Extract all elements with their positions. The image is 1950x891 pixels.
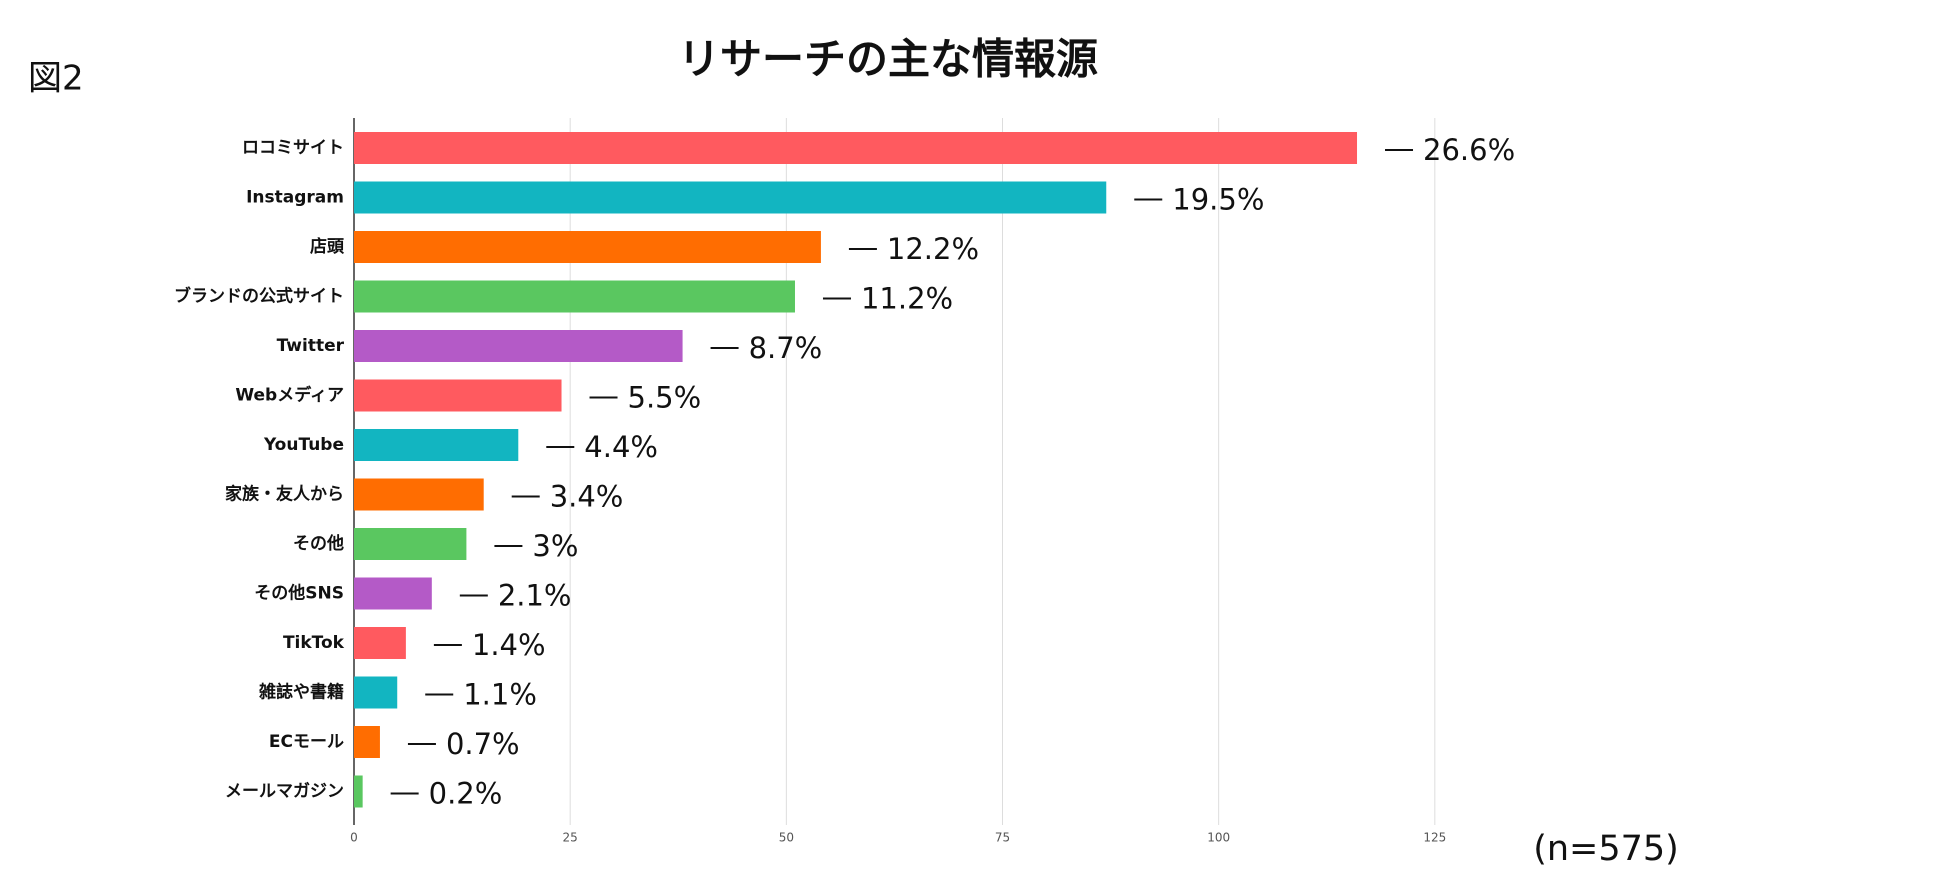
category-label: Instagram	[246, 188, 344, 208]
category-label: 家族・友人から	[225, 484, 344, 505]
category-label: Twitter	[277, 336, 345, 356]
bar	[354, 676, 398, 709]
category-label: TikTok	[283, 633, 345, 653]
bar	[354, 330, 683, 362]
percent-label: 4.4%	[584, 430, 658, 464]
category-label: メールマガジン	[225, 782, 344, 802]
bar	[354, 280, 795, 313]
category-label: その他SNS	[254, 583, 344, 604]
bar	[354, 429, 519, 461]
percent-label: 12.2%	[887, 232, 979, 266]
chart-title: リサーチの主な情報源	[678, 35, 1098, 84]
x-tick-label: 100	[1207, 831, 1230, 845]
percent-label: 19.5%	[1172, 183, 1264, 217]
bar	[354, 577, 432, 610]
category-label: ロコミサイト	[242, 138, 344, 158]
bar	[354, 231, 821, 263]
percent-label: 8.7%	[749, 331, 823, 365]
bar	[354, 379, 562, 412]
percent-label: 1.1%	[463, 678, 537, 712]
x-tick-label: 125	[1423, 831, 1446, 845]
percent-label: 0.2%	[429, 777, 503, 811]
x-tick-label: 25	[563, 831, 578, 845]
percent-label: 3.4%	[550, 480, 624, 514]
percent-label: 26.6%	[1423, 133, 1515, 167]
figure-label: 図2	[28, 59, 84, 99]
category-label: ECモール	[269, 732, 344, 752]
percent-label: 1.4%	[472, 628, 546, 662]
percent-label: 2.1%	[498, 579, 572, 613]
bar	[354, 132, 1358, 164]
percent-label: 0.7%	[446, 727, 520, 761]
bar	[354, 775, 363, 808]
percent-label: 11.2%	[861, 282, 953, 316]
percent-label: 5.5%	[628, 381, 702, 415]
category-label: Webメディア	[235, 385, 344, 406]
category-label: その他	[293, 533, 344, 554]
sample-note: (n=575)	[1533, 829, 1679, 869]
bar	[354, 627, 406, 659]
bar	[354, 478, 484, 511]
category-label: 雑誌や書籍	[258, 682, 344, 703]
bar	[354, 528, 467, 560]
x-tick-label: 0	[350, 831, 358, 845]
category-label: 店頭	[310, 236, 345, 257]
x-tick-label: 50	[779, 831, 794, 845]
category-label: ブランドの公式サイト	[174, 286, 344, 307]
bar	[354, 726, 380, 758]
bar	[354, 181, 1107, 214]
x-tick-label: 75	[995, 831, 1010, 845]
category-label: YouTube	[263, 435, 344, 455]
percent-label: 3%	[532, 529, 578, 563]
